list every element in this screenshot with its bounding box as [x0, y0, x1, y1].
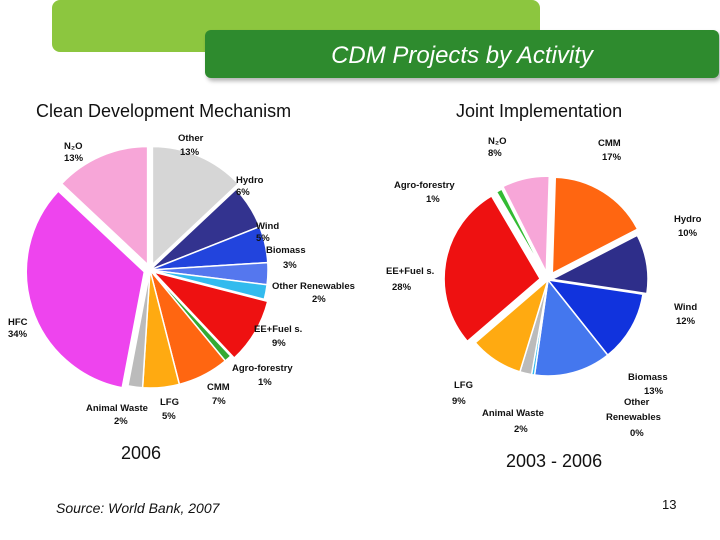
cdm-slice-n2o — [60, 145, 149, 267]
cdm-label-lfg: LFG — [160, 397, 179, 408]
cdm-label-ee-fuel-s: EE+Fuel s. — [254, 324, 302, 335]
ji-value-ee-fuel-s: 28% — [392, 282, 412, 293]
cdm-label-biomass: Biomass — [266, 245, 306, 256]
cdm-value-wind: 5% — [256, 233, 270, 244]
ji-value-wind: 12% — [676, 316, 696, 327]
cdm-label-n2o: N₂O — [64, 141, 82, 152]
ji-value-animal-waste: 2% — [514, 424, 528, 435]
cdm-chart-title: Clean Development Mechanism — [36, 101, 292, 121]
ji-slice-cmm — [551, 176, 639, 275]
ji-label-ee-fuel-s: EE+Fuel s. — [386, 266, 434, 277]
ji-pie-chart: CMM 17% Hydro 10% Wind 12% Biomass 13%Other Rene… — [386, 136, 702, 439]
slide-title: CDM Projects by Activity — [331, 42, 593, 69]
cdm-value-cmm: 7% — [212, 396, 226, 407]
cdm-slice-other — [151, 145, 240, 267]
ji-label-cmm: CMM — [598, 138, 621, 149]
ji-slice-ee-fuel-s — [443, 194, 542, 343]
cdm-value-other: 13% — [180, 147, 200, 158]
ji-slice-biomass — [533, 278, 609, 377]
cdm-slice-animal-waste — [127, 269, 151, 389]
cdm-value-n2o: 13% — [64, 153, 84, 164]
ji-label-n2o: N₂O — [488, 136, 506, 147]
ji-label-animal-waste: Animal Waste — [482, 408, 544, 419]
ji-slice-lfg — [474, 277, 550, 373]
ji-value-hydro: 10% — [678, 228, 698, 239]
cdm-label-hydro: Hydro — [236, 175, 264, 186]
cdm-label-other: Other — [178, 133, 204, 144]
ji-slice-n2o — [501, 175, 551, 273]
page-number: 13 — [662, 497, 677, 512]
ji-slice-hydro — [549, 234, 649, 295]
cdm-value-hydro: 6% — [236, 187, 250, 198]
cdm-label-hfc: HFC — [8, 317, 28, 328]
ji-slice-wind — [546, 278, 644, 357]
ji-value-n2o: 8% — [488, 148, 502, 159]
cdm-value-hfc: 34% — [8, 329, 28, 340]
cdm-slice-hfc — [25, 190, 146, 389]
source-note: Source: World Bank, 2007 — [56, 500, 220, 516]
ji-value-biomass: 13% — [644, 386, 664, 397]
ji-label-hydro: Hydro — [674, 214, 702, 225]
ji-chart-title: Joint Implementation — [456, 101, 623, 121]
ji-label-wind: Wind — [674, 302, 697, 313]
cdm-value-lfg: 5% — [162, 411, 176, 422]
ji-label-agro-forestry: Agro-forestry — [394, 180, 455, 191]
ji-value-lfg: 9% — [452, 396, 466, 407]
title-banner — [205, 30, 719, 78]
cdm-label-wind: Wind — [256, 221, 279, 232]
ji-slice-agro-forestry — [495, 188, 546, 276]
cdm-label-animal-waste: Animal Waste — [86, 403, 148, 414]
cdm-value-agro-forestry: 1% — [258, 377, 272, 388]
ji-period: 2003 - 2006 — [506, 451, 603, 471]
ji-value-agro-forestry: 1% — [426, 194, 440, 205]
ji-label-other-renewables: Other Renewables — [606, 397, 661, 423]
cdm-label-agro-forestry: Agro-forestry — [232, 363, 293, 374]
cdm-value-biomass: 3% — [283, 260, 297, 271]
ji-value-other-renewables: 0% — [630, 428, 644, 439]
ji-label-biomass: Biomass — [628, 372, 668, 383]
cdm-label-cmm: CMM — [207, 382, 230, 393]
cdm-value-ee-fuel-s: 9% — [272, 338, 286, 349]
ji-value-cmm: 17% — [602, 152, 622, 163]
cdm-value-other-renewables: 2% — [312, 294, 326, 305]
cdm-slice-other-renewables — [149, 269, 268, 301]
cdm-label-other-renewables: Other Renewables — [272, 281, 355, 292]
cdm-period: 2006 — [121, 443, 162, 463]
cdm-slice-ee-fuel-s — [151, 270, 269, 360]
ji-label-lfg: LFG — [454, 380, 473, 391]
cdm-value-animal-waste: 2% — [114, 416, 128, 427]
